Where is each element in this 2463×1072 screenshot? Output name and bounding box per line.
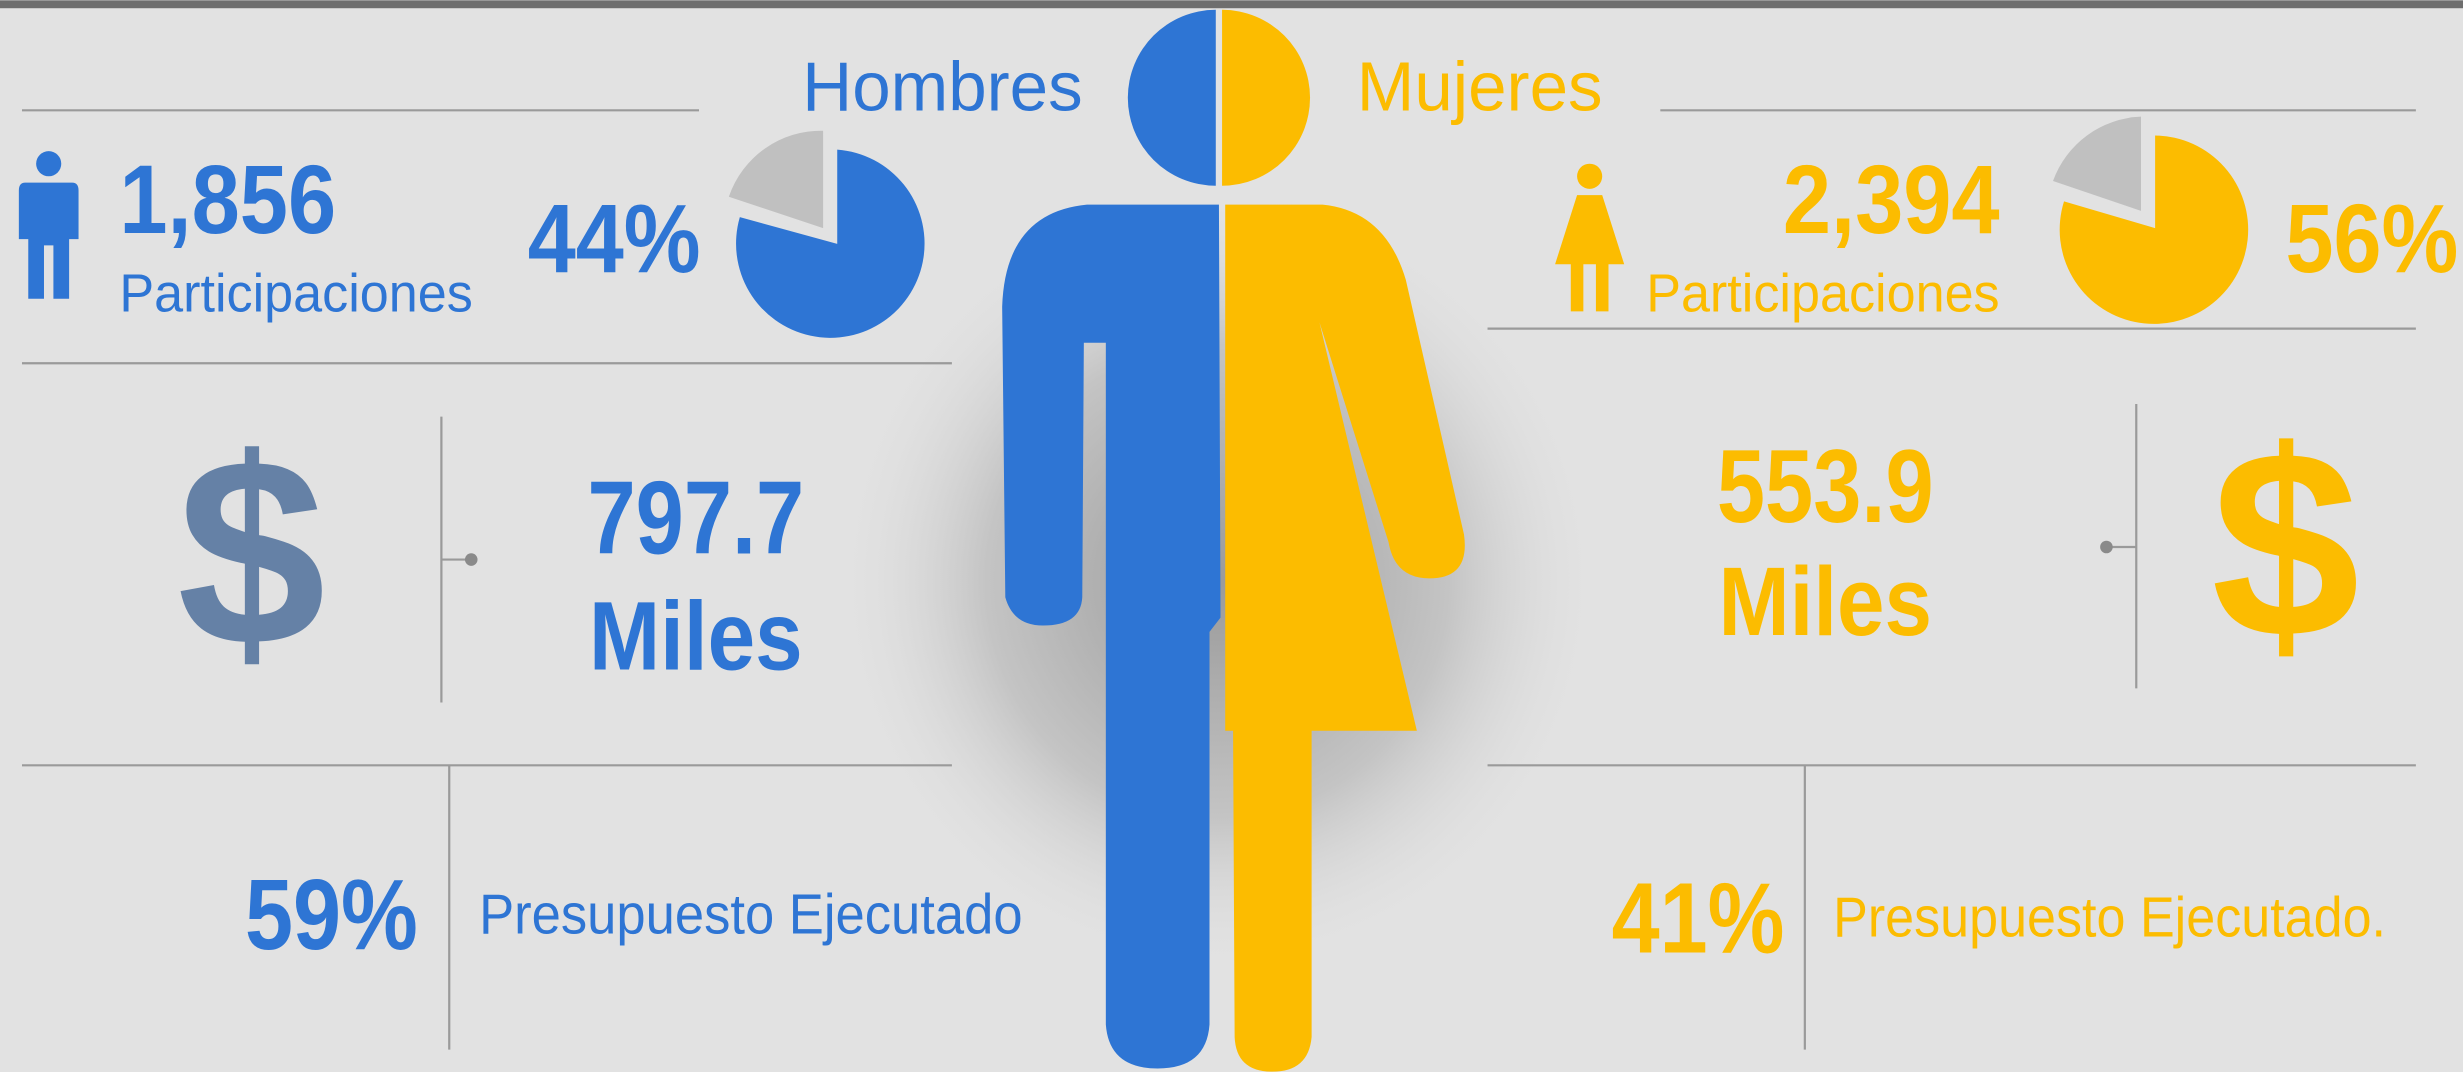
rules <box>21 109 2416 1050</box>
women-executed-label: Presupuesto Ejecutado. <box>1833 886 2386 949</box>
men-budget: 797.7 <box>587 459 804 575</box>
women-share: 56% <box>2286 184 2459 293</box>
women-participations: 2,394 <box>1783 145 2000 254</box>
men-label: Hombres <box>802 47 1082 125</box>
women-currency: $ <box>2211 395 2360 694</box>
men-participations: 1,856 <box>119 145 336 254</box>
women-pie <box>2053 116 2249 324</box>
woman-icon <box>1555 163 1625 312</box>
men-share: 44% <box>528 184 701 293</box>
man-icon <box>18 151 79 299</box>
top-bar <box>0 0 2463 9</box>
gender-figure <box>1002 9 1465 1072</box>
women-budget: 553.9 <box>1717 428 1934 544</box>
men-currency: $ <box>177 402 326 701</box>
men-executed: 59% <box>245 859 418 971</box>
men-pie <box>728 130 925 338</box>
women-executed: 41% <box>1612 862 1785 974</box>
women-label: Mujeres <box>1357 47 1603 125</box>
men-budget-unit: Miles <box>589 582 803 691</box>
women-participations-label: Participaciones <box>1646 264 1999 323</box>
women-budget-unit: Miles <box>1718 547 1932 656</box>
men-participations-label: Participaciones <box>119 264 472 323</box>
men-executed-label: Presupuesto Ejecutado <box>479 882 1022 945</box>
